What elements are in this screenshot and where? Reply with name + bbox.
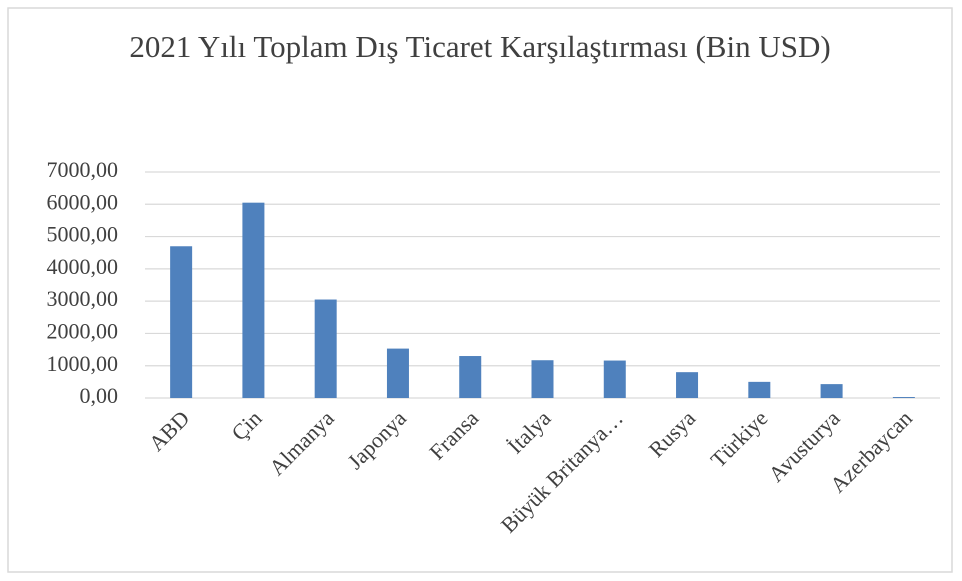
x-tick-label: Fransa: [424, 405, 483, 464]
x-tick-label: Türkiye: [705, 405, 772, 472]
y-tick-label: 5000,00: [47, 222, 119, 247]
y-tick-label: 1000,00: [47, 351, 119, 376]
y-tick-label: 4000,00: [47, 254, 119, 279]
bar: [314, 299, 337, 398]
x-tick-label: Almanya: [264, 405, 339, 480]
y-tick-label: 6000,00: [47, 189, 119, 214]
bar: [676, 372, 699, 398]
bar: [603, 360, 626, 398]
bar: [531, 360, 554, 398]
x-tick-label: İtalya: [503, 405, 556, 458]
y-tick-label: 2000,00: [47, 318, 119, 343]
y-tick-label: 0,00: [80, 383, 119, 408]
bar: [892, 397, 915, 398]
chart-title: 2021 Yılı Toplam Dış Ticaret Karşılaştır…: [129, 29, 831, 64]
y-tick-label: 3000,00: [47, 286, 119, 311]
y-tick-label: 7000,00: [47, 157, 119, 182]
bar: [459, 356, 482, 398]
bar: [748, 381, 771, 398]
x-tick-label: Çin: [226, 405, 266, 445]
x-tick-label: Rusya: [644, 405, 701, 462]
bar: [820, 384, 843, 398]
bar: [242, 202, 265, 398]
chart-border: [7, 7, 953, 573]
bar: [386, 348, 409, 398]
x-tick-label: Büyük Britanya…: [496, 405, 628, 537]
x-tick-label: ABD: [144, 405, 195, 456]
bar: [170, 246, 193, 398]
x-tick-label: Japonya: [342, 405, 411, 474]
